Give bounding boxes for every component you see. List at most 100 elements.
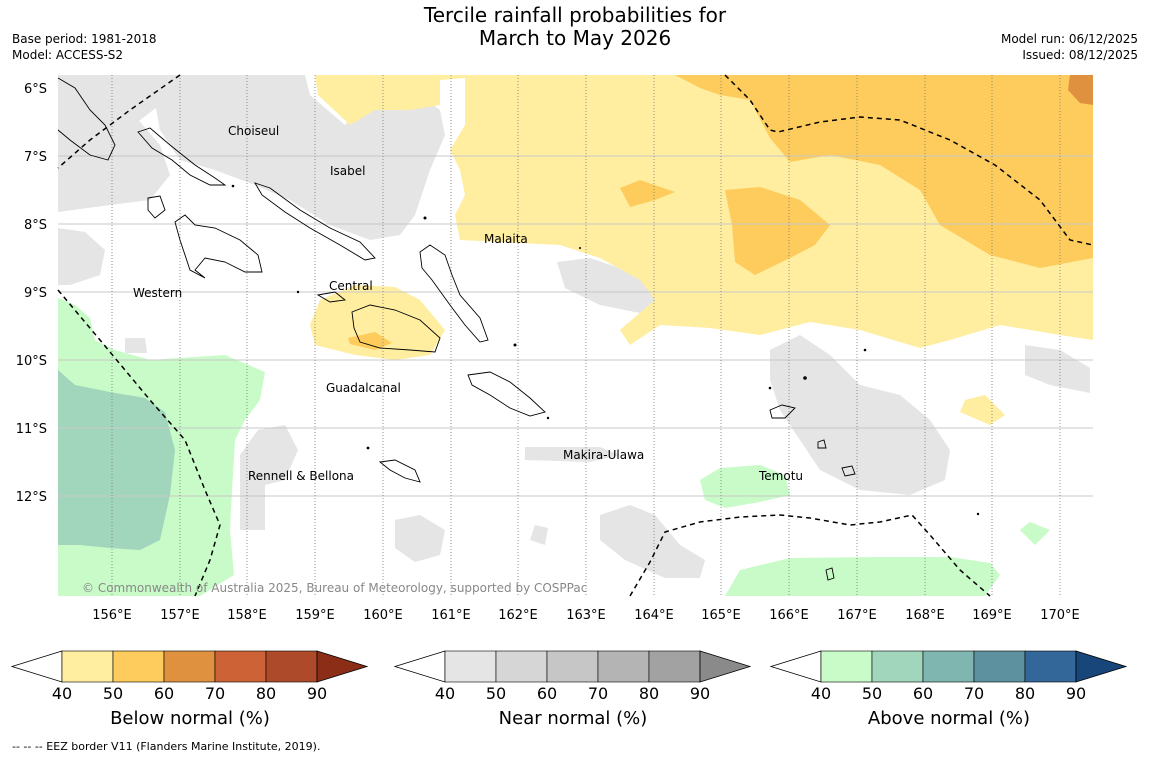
legend-tick: 40: [52, 684, 72, 703]
above-normal-region: [725, 557, 1000, 596]
legend-swatch: [444, 650, 497, 683]
legend-swatch: [973, 650, 1026, 683]
bougainville-coast: [57, 77, 116, 161]
lon-label: 157°E: [160, 608, 200, 623]
label-isabel: Isabel: [330, 164, 365, 178]
legend-tick: 60: [913, 684, 933, 703]
lon-label: 166°E: [769, 608, 809, 623]
label-makira: Makira-Ulawa: [563, 448, 644, 462]
legend-swatch: [163, 650, 216, 683]
map-title: Tercile rainfall probabilities for March…: [0, 4, 1150, 50]
legend-min-arrow: [769, 650, 822, 683]
lon-label: 169°E: [972, 608, 1012, 623]
eez-border-line: [629, 514, 991, 597]
below-normal-region: [620, 180, 675, 207]
islet: [863, 348, 867, 352]
label-choiseul: Choiseul: [228, 124, 279, 138]
lat-label: 6°S: [24, 82, 47, 97]
nggela-coast: [316, 291, 347, 303]
legend-tick: 60: [154, 684, 174, 703]
legend-tick: 40: [811, 684, 831, 703]
above-normal-region: [58, 370, 175, 550]
islet: [579, 247, 581, 249]
title-line-1: Tercile rainfall probabilities for: [423, 3, 727, 27]
islet: [976, 512, 980, 516]
place-labels: Choiseul Isabel Malaita Western Central …: [133, 124, 803, 483]
lon-label: 161°E: [431, 608, 471, 623]
lon-label: 168°E: [905, 608, 945, 623]
near-normal-region: [525, 447, 620, 462]
legend-tick: 50: [486, 684, 506, 703]
legend-title-near: Near normal (%): [498, 708, 648, 729]
legend-tick: 50: [862, 684, 882, 703]
below-normal-region: [960, 395, 1005, 425]
label-central: Central: [329, 279, 373, 293]
lon-label: 156°E: [92, 608, 132, 623]
new-georgia-coast: [174, 214, 263, 279]
coastlines: [57, 77, 856, 581]
vella-lavella-coast: [147, 195, 166, 219]
lat-label: 7°S: [24, 150, 47, 165]
eez-border-line: [724, 74, 1094, 246]
legend-min-arrow: [10, 650, 63, 683]
copyright-notice: © Commonwealth of Australia 2025, Bureau…: [82, 581, 587, 595]
legend-min-arrow: [393, 650, 446, 683]
lon-label: 159°E: [295, 608, 335, 623]
near-normal-region: [58, 90, 170, 212]
rennell-coast: [378, 459, 421, 483]
near-normal-region: [557, 258, 665, 313]
meta-left: Base period: 1981-2018 Model: ACCESS-S2: [12, 31, 157, 63]
lon-label: 158°E: [227, 608, 267, 623]
near-normal-region: [150, 75, 445, 240]
legend-near-normal: 40 50 60 70 80 90: [393, 650, 752, 703]
legend-tick: 80: [1015, 684, 1035, 703]
legend-tick: 80: [256, 684, 276, 703]
latitude-labels: 6°S 7°S 8°S 9°S 10°S 11°S 12°S: [16, 82, 47, 505]
legend-swatch: [61, 650, 114, 683]
malaita-coast: [419, 244, 489, 343]
lon-label: 164°E: [634, 608, 674, 623]
guadalcanal-coast: [351, 304, 441, 353]
legend-tick: 70: [588, 684, 608, 703]
below-normal-region: [1068, 75, 1093, 105]
legend-title-above: Above normal (%): [867, 708, 1031, 729]
legend-swatch: [597, 650, 650, 683]
legend-tick: 90: [1066, 684, 1086, 703]
meta-right: Model run: 06/12/2025 Issued: 08/12/2025: [1001, 31, 1138, 63]
vanikoro-coast: [841, 465, 856, 477]
legend-swatch: [112, 650, 165, 683]
islet: [768, 386, 772, 390]
below-normal-region: [725, 187, 830, 275]
legend-swatch: [922, 650, 975, 683]
lat-label: 12°S: [16, 490, 47, 505]
label-western: Western: [133, 286, 182, 300]
choiseul-coast: [137, 127, 227, 186]
legend-tick: 90: [307, 684, 327, 703]
label-rennell: Rennell & Bellona: [248, 469, 354, 483]
legend-swatch: [214, 650, 267, 683]
legend-swatch: [1024, 650, 1077, 683]
base-period: Base period: 1981-2018: [12, 32, 157, 46]
legend-tick: 70: [964, 684, 984, 703]
legend-title-below: Below normal (%): [110, 708, 270, 729]
islet: [513, 343, 517, 347]
legend-max-arrow: [699, 650, 752, 683]
probability-shading: [58, 75, 1093, 596]
above-normal-region: [1020, 522, 1050, 545]
below-normal-region: [310, 285, 445, 360]
islet: [546, 416, 550, 420]
lon-label: 167°E: [837, 608, 877, 623]
label-malaita: Malaita: [484, 232, 528, 246]
legend-tick: 60: [537, 684, 557, 703]
legend-tick: 90: [690, 684, 710, 703]
lat-label: 8°S: [24, 218, 47, 233]
near-normal-region: [770, 335, 950, 495]
lat-label: 11°S: [16, 422, 47, 437]
legend-tick: 80: [639, 684, 659, 703]
makira-coast: [467, 371, 546, 417]
legend-max-arrow: [316, 650, 369, 683]
near-normal-region: [58, 228, 105, 285]
eez-border-line: [57, 74, 181, 169]
islet: [366, 446, 370, 450]
near-normal-region: [600, 505, 705, 578]
